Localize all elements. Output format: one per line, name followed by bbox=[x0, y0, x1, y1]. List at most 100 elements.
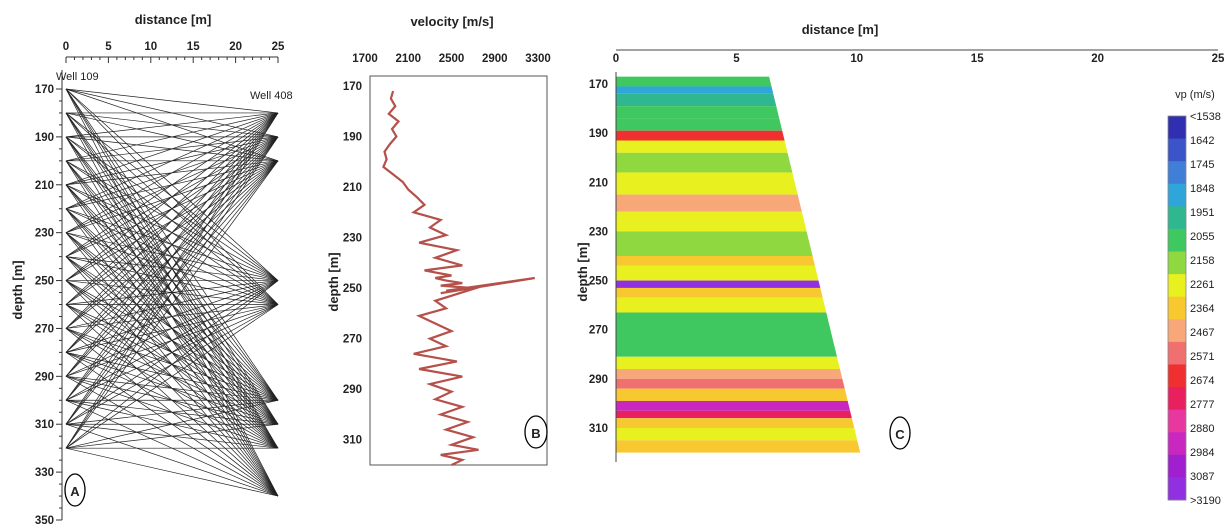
panel-b-y-tick-label: 290 bbox=[343, 384, 362, 396]
ray-path bbox=[65, 136, 279, 449]
ray-path bbox=[65, 280, 279, 449]
panel-a-y-tick-label: 330 bbox=[35, 467, 54, 479]
colorbar-tick-label: 2571 bbox=[1190, 351, 1214, 363]
ray-path bbox=[65, 399, 279, 449]
colorbar-swatch bbox=[1168, 116, 1186, 140]
velocity-log-line bbox=[382, 90, 535, 466]
ray-path bbox=[65, 112, 279, 377]
colorbar-swatch bbox=[1168, 274, 1186, 298]
colorbar-tick-label: 2364 bbox=[1190, 303, 1214, 315]
colorbar-tick-label: 3087 bbox=[1190, 471, 1214, 483]
panel-b-velocity-log: velocity [m/s] depth [m] 1700 2100 2500 290… bbox=[326, 14, 551, 466]
panel-c-y-axis-label: depth [m] bbox=[575, 242, 590, 301]
colorbar-tick-label: 2674 bbox=[1190, 375, 1214, 387]
panel-b-label-badge: B bbox=[524, 415, 548, 449]
colorbar-tick-label: 1745 bbox=[1190, 159, 1214, 171]
velocity-band bbox=[616, 297, 862, 313]
panel-c-y-tick-label: 310 bbox=[589, 423, 608, 435]
panel-a-y-tick-label: 250 bbox=[35, 276, 54, 288]
ray-path bbox=[65, 280, 279, 377]
panel-a-ray-paths bbox=[65, 88, 279, 497]
panel-b-axes: 1700 2100 2500 2900 3300 170 190 210 230 250 270 29… bbox=[343, 53, 551, 447]
panel-c-tomogram: distance [m] depth [m] 0 5 10 15 20 25 170 190 2… bbox=[575, 22, 1225, 507]
panel-b-x-tick-label: 1700 bbox=[352, 53, 378, 65]
ray-path bbox=[65, 304, 279, 449]
ray-path bbox=[65, 112, 279, 449]
velocity-band bbox=[616, 440, 862, 453]
ray-path bbox=[65, 112, 279, 186]
colorbar-tick-label: 2158 bbox=[1190, 255, 1214, 267]
panel-c-y-tick-label: 170 bbox=[589, 79, 608, 91]
velocity-band bbox=[616, 211, 862, 232]
ray-path bbox=[65, 447, 279, 497]
ray-path bbox=[65, 112, 279, 281]
panel-a-axes: 0 5 10 15 20 25 170 190 210 230 250 270 290 310 330 350 bbox=[35, 41, 285, 526]
panel-c-x-tick-label: 15 bbox=[971, 53, 984, 65]
ray-path bbox=[65, 112, 279, 401]
colorbar-tick-label: 2261 bbox=[1190, 279, 1214, 291]
panel-a-x-tick-label: 10 bbox=[144, 41, 157, 53]
panel-b-y-tick-label: 230 bbox=[343, 233, 362, 245]
colorbar-swatch bbox=[1168, 477, 1186, 501]
panel-c-x-tick-label: 5 bbox=[733, 53, 740, 65]
velocity-band bbox=[616, 369, 862, 379]
tomogram-bands bbox=[616, 76, 862, 453]
colorbar-swatch bbox=[1168, 341, 1186, 365]
colorbar-swatch bbox=[1168, 296, 1186, 320]
ray-path bbox=[65, 423, 279, 449]
panel-b-x-tick-label: 3300 bbox=[525, 53, 551, 65]
panel-b-y-tick-label: 310 bbox=[343, 435, 362, 447]
panel-b-x-tick-label: 2900 bbox=[482, 53, 508, 65]
panel-c-label: C bbox=[895, 427, 905, 442]
velocity-band bbox=[616, 140, 862, 153]
panel-c-x-tick-label: 10 bbox=[850, 53, 863, 65]
panel-c-y-tick-label: 270 bbox=[589, 325, 608, 337]
colorbar-swatch bbox=[1168, 206, 1186, 230]
colorbar-tick-label: 1642 bbox=[1190, 135, 1214, 147]
ray-path bbox=[65, 112, 279, 257]
panel-a-y-tick-label: 190 bbox=[35, 132, 54, 144]
panel-c-y-tick-label: 230 bbox=[589, 226, 608, 238]
ray-path bbox=[65, 112, 279, 329]
velocity-band bbox=[616, 388, 862, 401]
colorbar-tick-label: <1538 bbox=[1190, 111, 1221, 123]
ray-path bbox=[65, 112, 279, 353]
panel-a-y-tick-label: 230 bbox=[35, 228, 54, 240]
velocity-band bbox=[616, 231, 862, 256]
panel-a-y-tick-label: 350 bbox=[35, 515, 54, 526]
colorbar-frame bbox=[1167, 115, 1187, 501]
velocity-band bbox=[616, 378, 862, 389]
panel-c-x-tick-label: 0 bbox=[613, 53, 619, 65]
panel-a-x-tick-label: 0 bbox=[63, 41, 69, 53]
velocity-band bbox=[616, 256, 862, 266]
velocity-band bbox=[616, 312, 862, 357]
velocity-band bbox=[616, 418, 862, 428]
ray-path bbox=[65, 423, 279, 497]
panel-b-y-tick-label: 250 bbox=[343, 283, 362, 295]
colorbar-tick-label: 2467 bbox=[1190, 327, 1214, 339]
ray-path bbox=[65, 112, 279, 138]
panel-a-y-tick-label: 290 bbox=[35, 371, 54, 383]
panel-a-x-tick-label: 15 bbox=[187, 41, 200, 53]
velocity-band bbox=[616, 152, 862, 173]
ray-path bbox=[65, 112, 279, 162]
ray-path bbox=[65, 112, 279, 210]
panel-b-y-tick-label: 170 bbox=[343, 81, 362, 93]
ray-path bbox=[65, 112, 279, 425]
panel-c-y-tick-label: 210 bbox=[589, 177, 608, 189]
colorbar-tick-label: 2984 bbox=[1190, 447, 1214, 459]
panel-c-x-tick-label: 25 bbox=[1212, 53, 1225, 65]
colorbar-swatch bbox=[1168, 364, 1186, 388]
velocity-band bbox=[616, 118, 862, 131]
colorbar-tick-label: 1951 bbox=[1190, 207, 1214, 219]
panel-a-y-tick-label: 310 bbox=[35, 419, 54, 431]
colorbar-swatch bbox=[1168, 228, 1186, 253]
colorbar-tick-label: >3190 bbox=[1190, 495, 1221, 507]
panel-a-y-tick-label: 270 bbox=[35, 323, 54, 335]
panel-b-frame bbox=[369, 75, 548, 466]
velocity-band bbox=[616, 130, 862, 141]
panel-b-x-axis-label: velocity [m/s] bbox=[410, 14, 493, 29]
panel-c-y-tick-label: 190 bbox=[589, 128, 608, 140]
colorbar-swatch bbox=[1168, 319, 1186, 343]
